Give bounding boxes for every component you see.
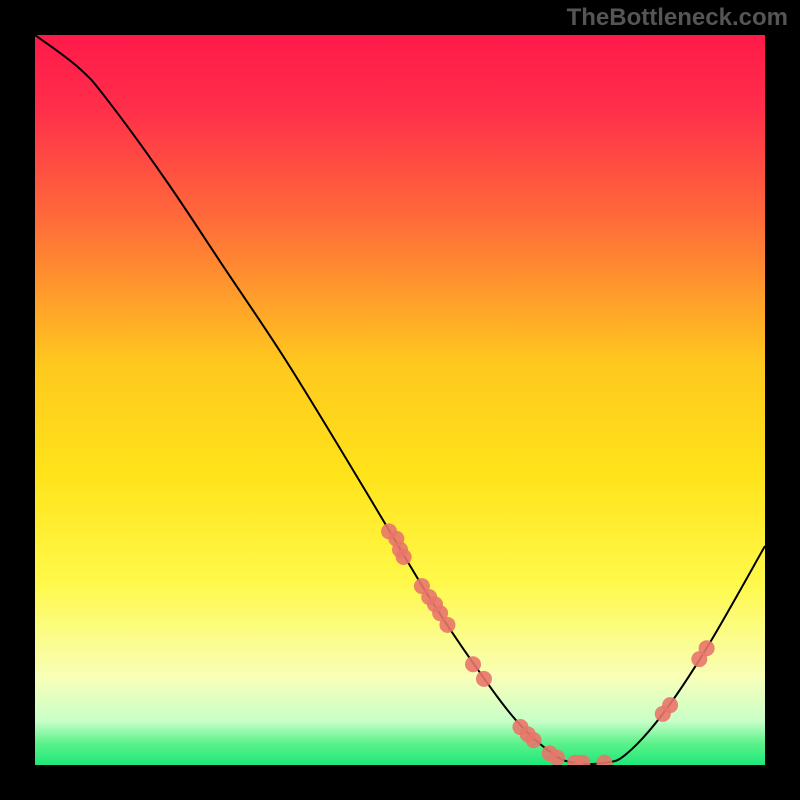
watermark-text: TheBottleneck.com — [567, 4, 788, 32]
gradient-background — [35, 35, 765, 765]
plot-area — [35, 35, 765, 765]
